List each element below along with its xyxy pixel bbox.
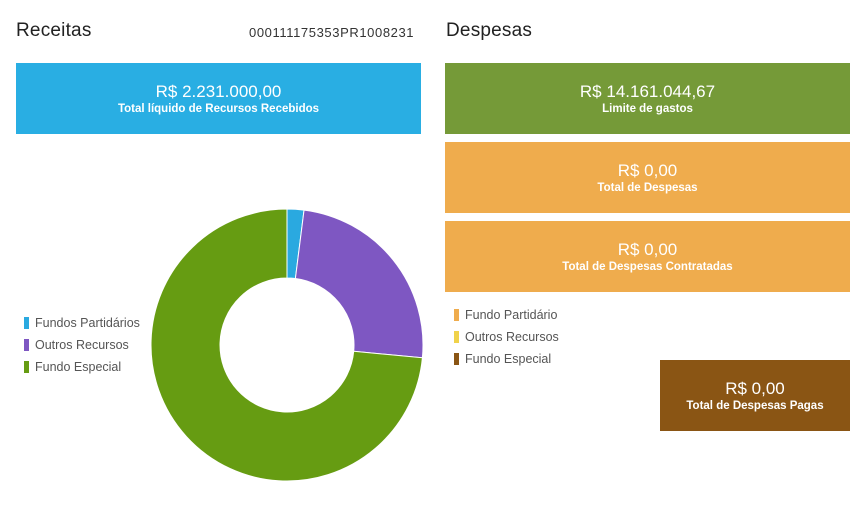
- legend-label: Fundo Especial: [465, 352, 552, 366]
- legend-swatch: [24, 361, 29, 373]
- despesas-contratadas-card: R$ 0,00 Total de Despesas Contratadas: [445, 221, 850, 292]
- legend-label: Outros Recursos: [35, 338, 129, 352]
- donut-slice-outros-recursos[interactable]: [294, 209, 424, 359]
- legend-swatch: [454, 309, 459, 321]
- total-recursos-recebidos-card: R$ 2.231.000,00 Total líquido de Recurso…: [16, 63, 421, 134]
- legend-label: Fundo Especial: [35, 360, 122, 374]
- limite-gastos-caption: Limite de gastos: [602, 102, 693, 115]
- donut-slice-fundo-especial[interactable]: [150, 208, 423, 482]
- despesas-pagas-card: R$ 0,00 Total de Despesas Pagas: [660, 360, 850, 431]
- legend-item-fundo-especial[interactable]: Fundo Especial: [24, 356, 140, 378]
- legend-item-outros-recursos[interactable]: Outros Recursos: [454, 326, 559, 348]
- legend-label: Fundos Partidários: [35, 316, 140, 330]
- total-recursos-recebidos-caption: Total líquido de Recursos Recebidos: [117, 102, 320, 115]
- total-despesas-card: R$ 0,00 Total de Despesas: [445, 142, 850, 213]
- document-id: 000111175353PR1008231: [249, 25, 415, 40]
- receitas-legend: Fundos Partidários Outros Recursos Fundo…: [24, 312, 140, 378]
- despesas-contratadas-amount: R$ 0,00: [617, 239, 678, 259]
- receitas-donut-chart: [150, 208, 424, 482]
- legend-item-outros-recursos[interactable]: Outros Recursos: [24, 334, 140, 356]
- limite-gastos-amount: R$ 14.161.044,67: [579, 81, 716, 101]
- despesas-pagas-amount: R$ 0,00: [725, 378, 785, 398]
- legend-swatch: [24, 339, 29, 351]
- total-recursos-recebidos-amount: R$ 2.231.000,00: [155, 81, 282, 101]
- legend-item-fundo-partidario[interactable]: Fundo Partidário: [454, 304, 559, 326]
- despesas-pagas-caption: Total de Despesas Pagas: [686, 399, 824, 412]
- legend-swatch: [454, 331, 459, 343]
- legend-swatch: [24, 317, 29, 329]
- despesas-legend: Fundo Partidário Outros Recursos Fundo E…: [454, 304, 559, 370]
- receitas-title: Receitas: [16, 20, 92, 41]
- legend-label: Fundo Partidário: [465, 308, 558, 322]
- total-despesas-caption: Total de Despesas: [597, 181, 698, 194]
- despesas-contratadas-caption: Total de Despesas Contratadas: [562, 260, 733, 273]
- legend-swatch: [454, 353, 459, 365]
- total-despesas-amount: R$ 0,00: [617, 160, 678, 180]
- legend-item-fundo-especial[interactable]: Fundo Especial: [454, 348, 559, 370]
- limite-gastos-card: R$ 14.161.044,67 Limite de gastos: [445, 63, 850, 134]
- legend-item-fundos-partidarios[interactable]: Fundos Partidários: [24, 312, 140, 334]
- legend-label: Outros Recursos: [465, 330, 559, 344]
- despesas-title: Despesas: [446, 20, 533, 41]
